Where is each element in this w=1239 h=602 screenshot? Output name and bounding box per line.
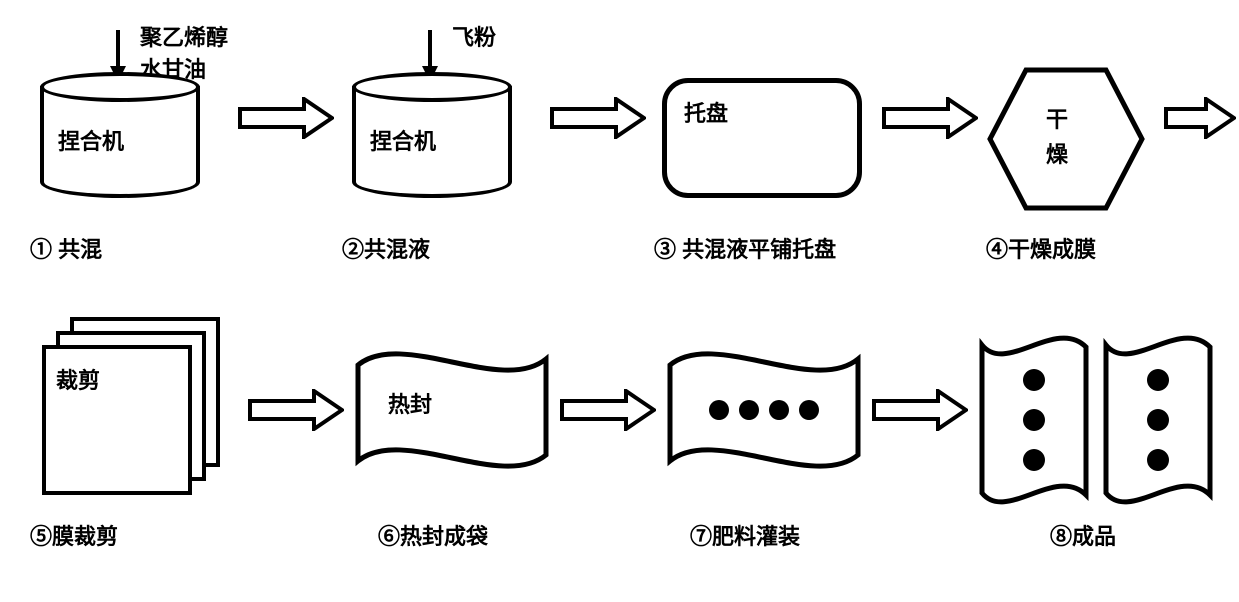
shape-label: 热封 [388,387,432,419]
shape-label: 裁剪 [56,363,100,395]
step-caption: ④干燥成膜 [986,232,1096,264]
filling-shape [664,315,864,505]
product-pair-icon [976,335,1216,505]
step-caption: ⑧成品 [1050,519,1116,551]
arrow-icon [882,97,978,139]
kneader-shape-1: 聚乙烯醇水甘油 捏合机 [30,18,230,218]
step-1: 聚乙烯醇水甘油 捏合机 ① 共混 [30,18,230,264]
step-caption: ⑤膜裁剪 [30,519,118,551]
process-row-1: 聚乙烯醇水甘油 捏合机 ① 共混 飞粉 捏合机 ②共混液 托盘 ③ 共 [30,18,1229,264]
shape-label: 捏合机 [370,124,436,156]
shape-label: 托盘 [684,96,728,128]
heat-seal-shape: 热封 [352,315,552,505]
step-3: 托盘 ③ 共混液平铺托盘 [654,18,874,264]
shape-label: 捏合机 [58,124,124,156]
hexagon-shape: 干 燥 [986,18,1156,218]
input-arrow-shaft [116,30,120,68]
arrow-icon [1164,97,1236,139]
product-shape [976,315,1216,505]
step-caption: ① 共混 [30,232,102,264]
process-row-2: 裁剪 ⑤膜裁剪 热封 ⑥热封成袋 ⑦肥料灌装 [30,315,1229,551]
step-caption: ⑥热封成袋 [378,519,488,551]
tray-shape: 托盘 [654,18,874,218]
arrow-icon [248,389,344,431]
step-4: 干 燥 ④干燥成膜 [986,18,1156,264]
sheets-shape: 裁剪 [30,315,240,505]
input-arrow-shaft [428,30,432,68]
step-caption: ②共混液 [342,232,430,264]
step-5: 裁剪 ⑤膜裁剪 [30,315,240,551]
wavy-sheet-icon [352,335,552,485]
input-label-2: 飞粉 [452,20,496,52]
arrow-icon [550,97,646,139]
step-caption: ⑦肥料灌装 [690,519,800,551]
step-2: 飞粉 捏合机 ②共混液 [342,18,542,264]
arrow-icon [238,97,334,139]
wavy-sheet-dots-icon [664,335,864,485]
step-6: 热封 ⑥热封成袋 [352,315,552,551]
step-8: ⑧成品 [976,315,1216,551]
kneader-shape-2: 飞粉 捏合机 [342,18,542,218]
arrow-icon [560,389,656,431]
step-caption: ③ 共混液平铺托盘 [654,232,836,264]
arrow-icon [872,389,968,431]
shape-label: 干 燥 [1046,102,1068,172]
step-7: ⑦肥料灌装 [664,315,864,551]
